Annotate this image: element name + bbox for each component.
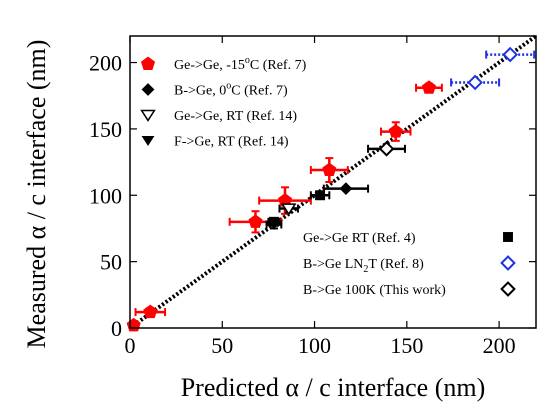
legend-marker — [140, 109, 156, 122]
x-tick-label: 50 — [211, 333, 233, 358]
legend-top-left: Ge->Ge, -15oC (Ref. 7) B->Ge, 0oC (Ref. 7… — [140, 55, 307, 150]
y-tick-label: 0 — [111, 316, 122, 341]
legend-marker — [503, 232, 513, 242]
legend-layer: Ge->Ge, -15oC (Ref. 7) B->Ge, 0oC (Ref. 7… — [140, 55, 516, 298]
y-axis-label: Measured α / c interface (nm) — [22, 40, 51, 349]
data-point — [467, 74, 483, 91]
data-point — [280, 203, 297, 216]
plot-frame — [129, 35, 537, 329]
x-tick-label: 100 — [298, 333, 331, 358]
x-tick-label: 150 — [390, 333, 423, 358]
y-tick-label: 150 — [89, 117, 122, 142]
data-point — [126, 317, 141, 332]
legend-label: F->Ge, RT (Ref. 14) — [174, 135, 289, 150]
data-point — [339, 182, 353, 196]
data-point — [143, 304, 158, 319]
data-point — [322, 162, 337, 177]
data-point — [388, 124, 403, 138]
data-point — [315, 190, 326, 201]
data-point — [421, 80, 437, 94]
x-axis-label: Predicted α / c interface (nm) — [181, 373, 486, 402]
legend-label: B->Ge 100K (This work) — [303, 283, 446, 298]
x-tick-label: 0 — [125, 333, 136, 358]
legend-marker — [500, 255, 516, 271]
legend-label: Ge->Ge RT (Ref. 4) — [303, 231, 416, 246]
legend-marker — [140, 56, 156, 70]
y-tick-label: 200 — [89, 51, 122, 76]
legend-label: B->Ge LN2T (Ref. 8) — [303, 257, 424, 275]
legend-label: Ge->Ge, -15oC (Ref. 7) — [174, 55, 307, 73]
tick-layer: 0 50 100 150 200 0 50 100 150 200 — [89, 36, 536, 358]
legend-label: Ge->Ge, RT (Ref. 14) — [174, 109, 297, 124]
data-point — [378, 141, 395, 157]
y-tick-label: 50 — [100, 250, 122, 275]
data-point — [268, 216, 279, 227]
legend-marker — [500, 281, 516, 297]
legend-label: B->Ge, 0oC (Ref. 7) — [174, 81, 288, 99]
x-tick-label: 200 — [483, 333, 516, 358]
y-tick-label: 100 — [89, 183, 122, 208]
data-point — [248, 214, 263, 228]
legend-marker — [141, 136, 155, 146]
legend-bottom-right: Ge->Ge RT (Ref. 4) B->Ge LN2T (Ref. 8) B->… — [303, 231, 516, 298]
legend-marker — [141, 83, 155, 96]
data-point — [502, 46, 518, 63]
